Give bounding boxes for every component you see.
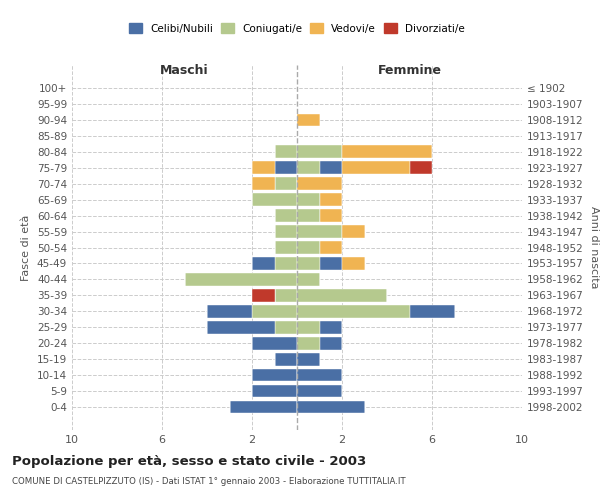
Bar [297, 194, 320, 206]
Bar [297, 146, 342, 158]
Bar [275, 257, 297, 270]
Bar [342, 162, 409, 174]
Bar [320, 321, 342, 334]
Bar [320, 257, 342, 270]
Bar [320, 337, 342, 349]
Text: COMUNE DI CASTELPIZZUTO (IS) - Dati ISTAT 1° gennaio 2003 - Elaborazione TUTTITA: COMUNE DI CASTELPIZZUTO (IS) - Dati ISTA… [12, 478, 406, 486]
Bar [252, 385, 297, 398]
Bar [252, 257, 275, 270]
Bar [320, 194, 342, 206]
Bar [275, 162, 297, 174]
Bar [297, 257, 320, 270]
Bar [275, 210, 297, 222]
Bar [297, 114, 320, 126]
Bar [252, 337, 297, 349]
Bar [275, 353, 297, 366]
Bar [297, 226, 342, 238]
Bar [320, 162, 342, 174]
Bar [185, 273, 297, 285]
Bar [207, 305, 252, 318]
Bar [275, 178, 297, 190]
Bar [320, 210, 342, 222]
Bar [229, 401, 297, 413]
Bar [275, 242, 297, 254]
Text: Maschi: Maschi [160, 64, 209, 76]
Bar [275, 289, 297, 302]
Bar [252, 194, 297, 206]
Bar [409, 162, 432, 174]
Text: Popolazione per età, sesso e stato civile - 2003: Popolazione per età, sesso e stato civil… [12, 455, 366, 468]
Legend: Celibi/Nubili, Coniugati/e, Vedovi/e, Divorziati/e: Celibi/Nubili, Coniugati/e, Vedovi/e, Di… [125, 19, 469, 38]
Bar [297, 401, 365, 413]
Bar [297, 369, 342, 382]
Bar [252, 289, 275, 302]
Bar [409, 305, 455, 318]
Bar [297, 289, 387, 302]
Bar [275, 226, 297, 238]
Bar [275, 321, 297, 334]
Bar [297, 242, 320, 254]
Bar [297, 353, 320, 366]
Bar [252, 369, 297, 382]
Bar [297, 162, 320, 174]
Bar [297, 321, 320, 334]
Bar [207, 321, 275, 334]
Bar [297, 210, 320, 222]
Y-axis label: Anni di nascita: Anni di nascita [589, 206, 599, 289]
Bar [252, 178, 275, 190]
Bar [297, 273, 320, 285]
Bar [342, 257, 365, 270]
Bar [320, 242, 342, 254]
Bar [297, 337, 320, 349]
Bar [297, 305, 409, 318]
Bar [297, 178, 342, 190]
Bar [252, 162, 275, 174]
Bar [342, 146, 432, 158]
Bar [342, 226, 365, 238]
Bar [297, 385, 342, 398]
Y-axis label: Fasce di età: Fasce di età [22, 214, 31, 280]
Bar [252, 305, 297, 318]
Bar [275, 146, 297, 158]
Text: Femmine: Femmine [377, 64, 442, 76]
